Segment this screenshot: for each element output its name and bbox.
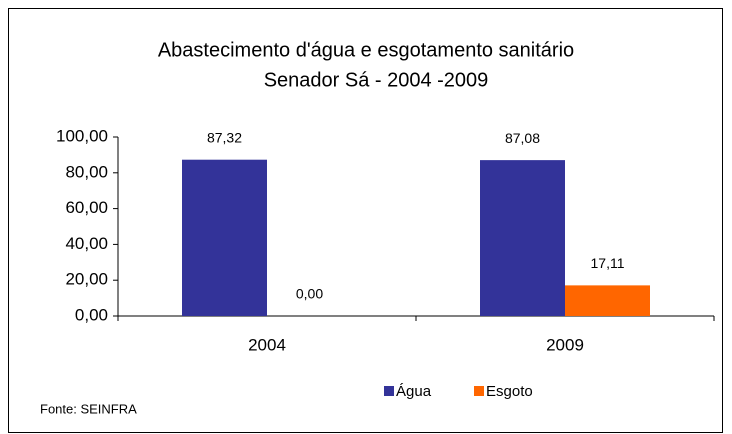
source: Fonte: SEINFRA: [40, 401, 137, 416]
value-label: 0,00: [296, 286, 323, 302]
chart-subtitle: Senador Sá - 2004 -2009: [264, 69, 489, 91]
y-tick-label: 60,00: [65, 198, 108, 217]
y-tick-label: 80,00: [65, 162, 108, 181]
y-tick-label: 40,00: [65, 234, 108, 253]
x-tick-label: 2009: [546, 335, 584, 354]
chart-title: Abastecimento d'água e esgotamento sanit…: [158, 39, 574, 61]
legend-label: Água: [396, 383, 432, 400]
y-tick-label: 100,00: [56, 126, 108, 145]
value-label: 87,32: [207, 129, 242, 145]
chart-frame: [8, 8, 723, 433]
value-label: 17,11: [591, 255, 625, 271]
y-tick-label: 20,00: [65, 270, 108, 289]
value-label: 87,08: [505, 130, 540, 146]
legend-swatch: [474, 386, 484, 396]
legend-label: Esgoto: [486, 383, 533, 400]
bar: [480, 160, 565, 316]
bar: [182, 159, 267, 316]
bar: [565, 285, 650, 316]
x-tick-label: 2004: [248, 335, 286, 354]
legend-swatch: [384, 386, 394, 396]
y-tick-label: 0,00: [75, 305, 108, 324]
